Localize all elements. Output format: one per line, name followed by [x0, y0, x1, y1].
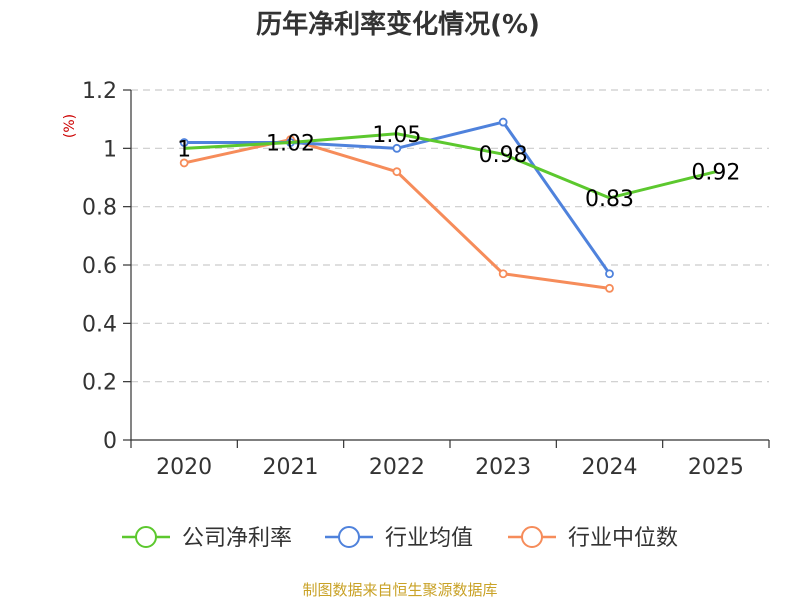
- legend-label: 公司净利率: [182, 526, 292, 551]
- data-point: [605, 283, 614, 293]
- legend-marker: [521, 526, 543, 548]
- data-label: 0.98: [479, 143, 528, 168]
- y-tick-label: 1.2: [82, 79, 117, 104]
- data-point: [498, 117, 508, 127]
- chart-title: 历年净利率变化情况(%): [256, 9, 540, 40]
- data-point: [179, 138, 189, 147]
- legend-marker: [338, 526, 360, 548]
- y-tick-label: 0.6: [82, 254, 117, 279]
- data-point: [392, 167, 402, 177]
- axes: 0 0.2 0.4 0.6 0.8 1 1.2 2020 2021 2022 2023 2024 202…: [82, 79, 770, 480]
- data-point: [605, 269, 614, 279]
- grid-lines: [131, 89, 769, 383]
- y-tick-label: 1: [103, 137, 117, 162]
- series-layer: [179, 117, 717, 293]
- x-tick-label: 2021: [263, 455, 319, 480]
- data-point: [392, 143, 402, 153]
- x-tick-label: 2024: [582, 455, 638, 480]
- legend[interactable]: 公司净利率 行业均值 行业中位数: [122, 526, 678, 551]
- x-tick-label: 2022: [369, 455, 425, 480]
- y-tick-label: 0.8: [82, 196, 117, 221]
- y-tick-label: 0: [103, 429, 117, 454]
- legend-item-1[interactable]: 行业均值: [325, 526, 473, 551]
- x-tick-label: 2020: [156, 455, 212, 480]
- data-label: 1.02: [266, 132, 315, 157]
- data-label: 0.92: [691, 161, 740, 186]
- legend-item-2[interactable]: 行业中位数: [508, 526, 678, 551]
- data-point: [179, 158, 189, 168]
- x-tick-label: 2023: [475, 455, 531, 480]
- legend-label: 行业中位数: [568, 526, 678, 551]
- data-label: 1.05: [372, 123, 421, 148]
- x-tick-label: 2025: [688, 455, 744, 480]
- data-point: [498, 269, 508, 279]
- data-label: 1: [177, 137, 191, 162]
- legend-marker: [135, 526, 157, 548]
- series-line-0: [184, 132, 717, 200]
- legend-item-0[interactable]: 公司净利率: [122, 526, 292, 551]
- series-line-2: [183, 138, 610, 290]
- y-tick-label: 0.4: [82, 312, 117, 337]
- y-tick-label: 0.2: [82, 371, 117, 396]
- legend-label: 行业均值: [385, 526, 473, 551]
- source-note: 制图数据来自恒生聚源数据库: [302, 581, 497, 599]
- data-labels: 1 1.02 1.05 0.98 0.83 0.92: [177, 123, 740, 212]
- data-label: 0.83: [585, 187, 634, 212]
- y-axis-unit: (%): [62, 114, 78, 138]
